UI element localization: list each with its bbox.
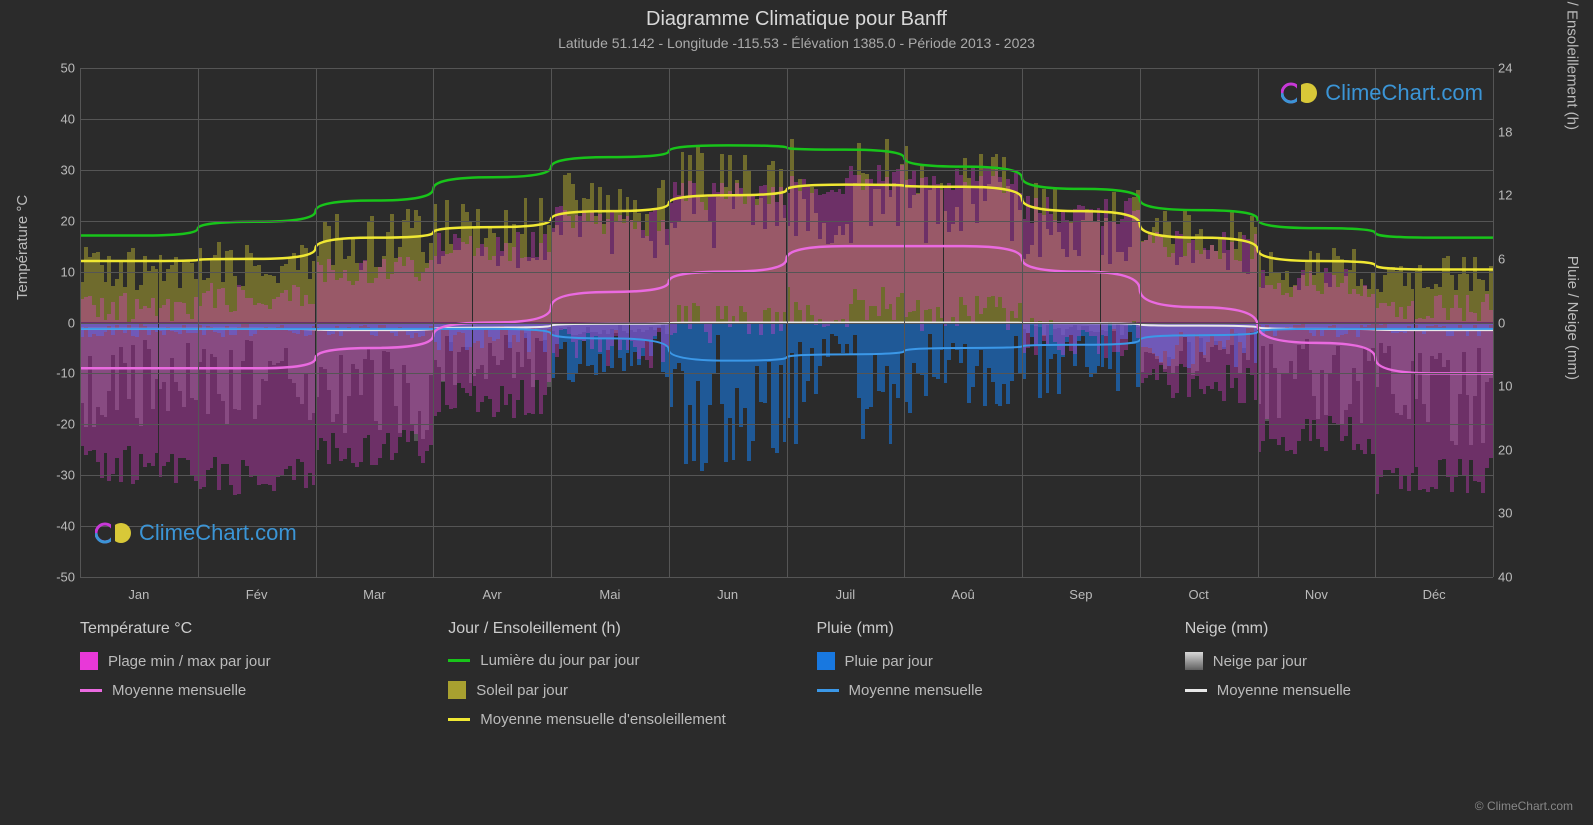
x-tick-month: Fév: [246, 587, 268, 602]
swatch-rain-bar: [817, 652, 835, 670]
legend-label: Pluie par jour: [845, 653, 933, 670]
y-tick-right-bottom: 30: [1498, 506, 1533, 521]
legend-item: Moyenne mensuelle: [1185, 682, 1513, 699]
chart-title: Diagramme Climatique pour Banff: [0, 0, 1593, 31]
y-axis-left-title: Température °C: [14, 195, 31, 300]
x-tick-month: Mar: [363, 587, 385, 602]
swatch-snow-avg: [1185, 689, 1207, 692]
x-tick-month: Aoû: [952, 587, 975, 602]
chart-subtitle: Latitude 51.142 - Longitude -115.53 - Él…: [0, 35, 1593, 51]
swatch-snow-bar: [1185, 652, 1203, 670]
swatch-temp-avg: [80, 689, 102, 692]
y-tick-left: 40: [40, 111, 75, 126]
legend-item: Moyenne mensuelle: [80, 682, 408, 699]
legend-item: Moyenne mensuelle: [817, 682, 1145, 699]
y-tick-right-top: 24: [1498, 61, 1533, 76]
legend-label: Lumière du jour par jour: [480, 652, 639, 669]
logo-icon: [1281, 81, 1319, 105]
x-tick-month: Jan: [128, 587, 149, 602]
legend-item: Moyenne mensuelle d'ensoleillement: [448, 711, 776, 728]
y-tick-left: 0: [40, 315, 75, 330]
y-axis-right-bottom-title: Pluie / Neige (mm): [1564, 256, 1581, 380]
legend-col-snow: Neige (mm) Neige par jour Moyenne mensue…: [1185, 620, 1513, 740]
x-tick-month: Oct: [1189, 587, 1209, 602]
y-tick-right-bottom: 10: [1498, 379, 1533, 394]
y-tick-right-top: 0: [1498, 315, 1533, 330]
legend: Température °C Plage min / max par jour …: [80, 620, 1513, 740]
y-axis-right-top-title: Jour / Ensoleillement (h): [1564, 0, 1581, 130]
watermark-text: ClimeChart.com: [139, 520, 297, 546]
legend-item: Plage min / max par jour: [80, 652, 408, 670]
swatch-rain-avg: [817, 689, 839, 692]
legend-col-daylight: Jour / Ensoleillement (h) Lumière du jou…: [448, 620, 776, 740]
legend-label: Moyenne mensuelle: [112, 682, 246, 699]
y-tick-left: -30: [40, 468, 75, 483]
legend-header: Température °C: [80, 620, 408, 638]
y-tick-left: 50: [40, 61, 75, 76]
legend-col-rain: Pluie (mm) Pluie par jour Moyenne mensue…: [817, 620, 1145, 740]
y-tick-left: -40: [40, 519, 75, 534]
y-tick-right-top: 12: [1498, 188, 1533, 203]
watermark-text: ClimeChart.com: [1325, 80, 1483, 106]
swatch-sun-avg: [448, 718, 470, 721]
legend-item: Lumière du jour par jour: [448, 652, 776, 669]
x-tick-month: Déc: [1423, 587, 1446, 602]
x-tick-month: Sep: [1069, 587, 1092, 602]
y-tick-left: -50: [40, 570, 75, 585]
x-tick-month: Mai: [599, 587, 620, 602]
copyright: © ClimeChart.com: [1475, 799, 1573, 813]
legend-item: Soleil par jour: [448, 681, 776, 699]
legend-label: Moyenne mensuelle: [849, 682, 983, 699]
x-tick-month: Juil: [836, 587, 856, 602]
climate-chart: Diagramme Climatique pour Banff Latitude…: [0, 0, 1593, 825]
y-tick-left: -10: [40, 366, 75, 381]
x-tick-month: Jun: [717, 587, 738, 602]
legend-label: Plage min / max par jour: [108, 653, 271, 670]
x-tick-month: Nov: [1305, 587, 1328, 602]
legend-header: Neige (mm): [1185, 620, 1513, 638]
watermark-top: ClimeChart.com: [1281, 80, 1483, 106]
x-tick-month: Avr: [482, 587, 501, 602]
y-tick-left: 20: [40, 213, 75, 228]
legend-label: Soleil par jour: [476, 682, 568, 699]
y-tick-left: 30: [40, 162, 75, 177]
y-tick-right-top: 6: [1498, 251, 1533, 266]
y-tick-right-bottom: 20: [1498, 442, 1533, 457]
logo-icon: [95, 521, 133, 545]
legend-header: Jour / Ensoleillement (h): [448, 620, 776, 638]
legend-header: Pluie (mm): [817, 620, 1145, 638]
swatch-daylight: [448, 659, 470, 662]
y-tick-right-bottom: 40: [1498, 570, 1533, 585]
watermark-bottom: ClimeChart.com: [95, 520, 297, 546]
legend-item: Neige par jour: [1185, 652, 1513, 670]
legend-col-temperature: Température °C Plage min / max par jour …: [80, 620, 408, 740]
swatch-temp-range: [80, 652, 98, 670]
plot-area: 50403020100-10-20-30-40-5024181260102030…: [80, 68, 1493, 578]
legend-label: Moyenne mensuelle: [1217, 682, 1351, 699]
y-tick-right-top: 18: [1498, 124, 1533, 139]
legend-label: Neige par jour: [1213, 653, 1307, 670]
y-tick-left: 10: [40, 264, 75, 279]
swatch-sun-bar: [448, 681, 466, 699]
y-tick-left: -20: [40, 417, 75, 432]
legend-item: Pluie par jour: [817, 652, 1145, 670]
legend-label: Moyenne mensuelle d'ensoleillement: [480, 711, 726, 728]
